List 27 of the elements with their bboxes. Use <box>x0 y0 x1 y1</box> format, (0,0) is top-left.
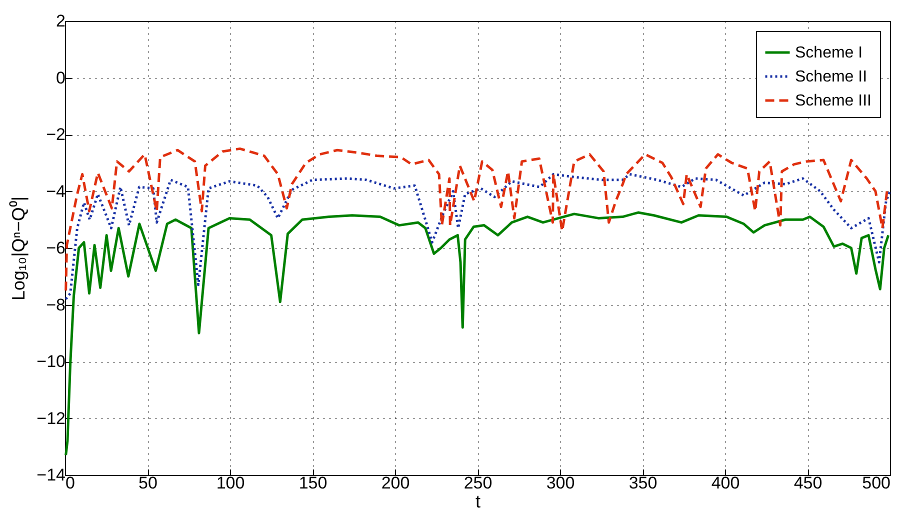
y-tick-label: −4 <box>46 182 66 201</box>
line-series <box>64 147 889 292</box>
y-tick-label: −8 <box>46 295 66 314</box>
legend-label: Scheme II <box>795 68 868 86</box>
legend-label: Scheme I <box>795 44 863 62</box>
y-tick-label: −12 <box>36 408 66 428</box>
x-tick-label: 500 <box>862 474 890 492</box>
x-axis-title: t <box>475 492 481 512</box>
y-tick-label: −2 <box>46 125 66 144</box>
y-tick-label: 0 <box>56 68 66 88</box>
y-tick-label: −6 <box>46 238 66 258</box>
x-tick-label: 250 <box>464 474 492 492</box>
x-tick-label: 50 <box>138 474 158 492</box>
y-tick-label: 2 <box>56 12 66 30</box>
y-tick-label: −14 <box>36 466 66 484</box>
line-series <box>64 211 890 456</box>
x-tick-label: 450 <box>794 474 822 492</box>
x-tick-label: 350 <box>628 474 658 492</box>
x-tick-label: 400 <box>711 474 740 492</box>
y-tick-label: −10 <box>36 352 66 371</box>
x-tick-label: 100 <box>216 474 245 492</box>
x-tick-label: 300 <box>546 474 575 492</box>
legend-label: Scheme III <box>795 92 872 110</box>
line-series <box>64 172 892 300</box>
x-tick-label: 200 <box>381 474 410 492</box>
y-axis-title: Log₁₀|Qⁿ−Q⁰| <box>8 196 29 301</box>
x-tick-label: 150 <box>298 474 328 492</box>
